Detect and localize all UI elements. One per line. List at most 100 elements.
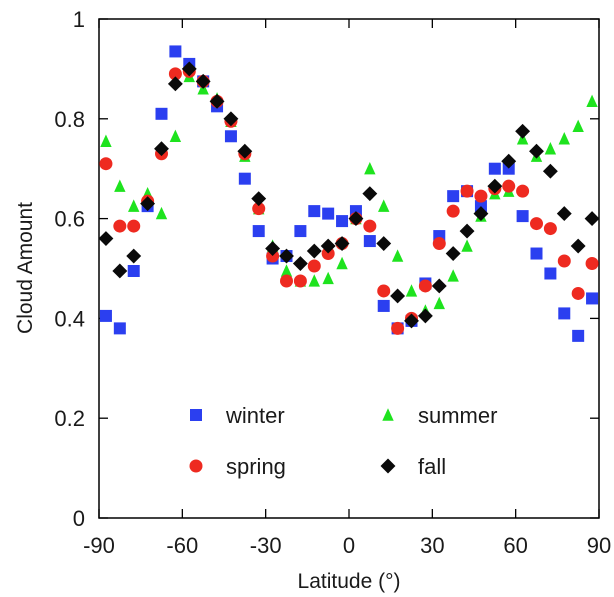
summer-point [169,129,182,142]
fall-point [584,211,600,227]
summer-point [322,271,334,285]
spring-point [113,219,127,233]
summer-point [364,162,376,175]
data-points [98,45,600,342]
legend-fall-label: fall [418,454,446,479]
spring-point [474,189,488,203]
winter-point [572,329,585,342]
series-spring [99,64,599,335]
summer-point [336,256,348,270]
y-tick-label: 0.6 [54,207,85,232]
spring-point [571,286,585,300]
winter-point [308,205,321,218]
spring-point [99,157,113,171]
spring-point [391,321,405,335]
legend-summer-marker [382,408,394,421]
winter-point [530,247,543,260]
y-tick-label: 1 [73,7,85,32]
axis-ticks [98,18,600,519]
spring-point [168,67,182,81]
legend-fall-marker [380,458,396,474]
legend-item-fall: fall [380,454,446,479]
fall-point [334,236,350,251]
spring-point [307,259,321,273]
fall-point [487,178,503,194]
y-tick-label: 0.4 [54,306,85,331]
winter-point [224,130,237,143]
fall-point [390,288,406,304]
plot-frame [98,18,600,519]
summer-point [155,206,168,220]
fall-point [237,143,253,159]
spring-point [432,237,446,251]
winter-point [322,207,335,220]
fall-point [265,241,281,256]
legend-item-summer: summer [382,403,497,428]
summer-point [558,132,570,145]
x-tick-label: 0 [343,533,355,558]
winter-point [558,307,571,320]
legend: winter summer spring fall [189,403,497,479]
spring-point [516,184,530,198]
spring-point [127,219,141,233]
summer-point [128,199,140,212]
x-tick-label: -90 [83,533,115,558]
fall-point [515,123,531,139]
fall-point [445,246,461,261]
summer-point [461,239,473,252]
fall-point [376,236,392,251]
summer-point [586,94,598,108]
fall-point [431,278,447,294]
fall-point [306,243,322,259]
fall-point [181,61,197,77]
fall-point [473,206,489,222]
winter-point [363,235,376,248]
summer-point [114,179,126,192]
summer-point [100,134,112,147]
x-axis-label: Latitude (°) [298,570,401,593]
spring-point [418,279,432,293]
x-tick-label: -30 [250,533,282,558]
fall-point [556,206,572,222]
summer-point [405,284,418,297]
fall-point [195,73,211,89]
fall-point [501,153,517,169]
fall-point [154,141,169,157]
summer-point [433,296,445,310]
legend-summer-label: summer [418,403,497,428]
spring-point [293,274,307,288]
y-axis-label: Cloud Amount [14,202,37,334]
spring-point [252,202,266,216]
winter-point [238,172,251,185]
fall-point [404,313,419,329]
fall-point [570,238,586,254]
fall-point [126,248,142,264]
spring-point [321,247,335,261]
winter-point [127,264,140,277]
legend-item-spring: spring [189,454,286,479]
fall-point [529,143,544,159]
fall-point [140,196,156,212]
fall-point [223,111,239,127]
winter-point [99,309,112,322]
spring-point [460,184,474,198]
winter-point [377,299,390,312]
winter-point [113,322,126,335]
x-tick-label: 90 [587,533,611,558]
fall-point [98,231,114,246]
fall-point [362,186,378,202]
fall-point [542,163,558,179]
y-tick-label: 0.8 [54,107,85,132]
fall-point [279,248,294,264]
x-tick-label: -60 [166,533,198,558]
fall-point [417,308,433,324]
winter-point [294,225,307,238]
fall-point [112,263,128,279]
x-tick-label: 60 [503,533,527,558]
summer-point [572,119,584,132]
winter-point [516,210,529,223]
y-tick-label: 0.2 [54,406,85,431]
fall-point [292,256,308,271]
x-tick-label: 30 [420,533,444,558]
